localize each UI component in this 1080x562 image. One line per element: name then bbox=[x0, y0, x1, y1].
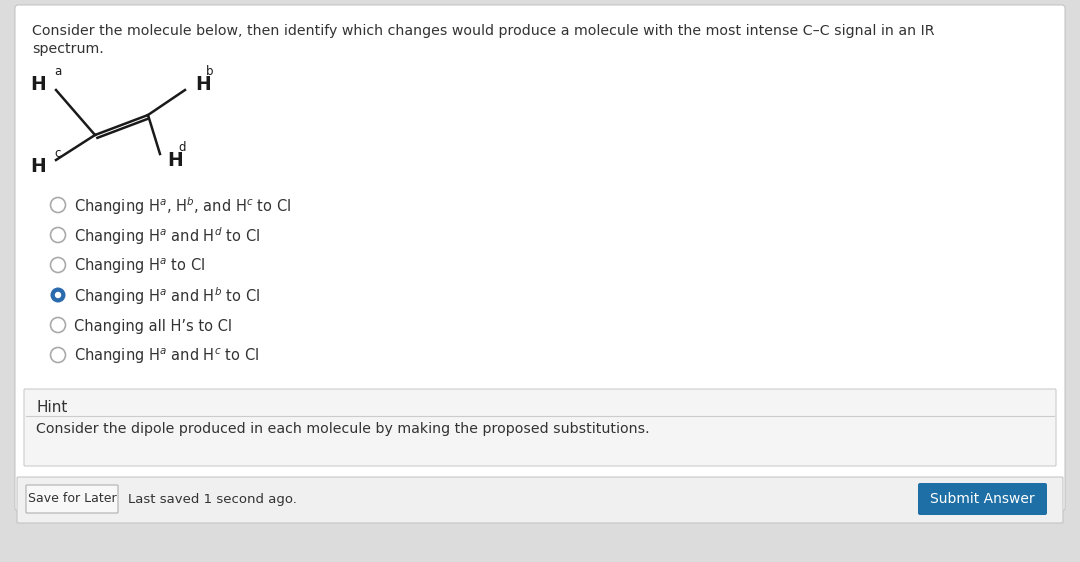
Text: Hint: Hint bbox=[36, 400, 67, 415]
Circle shape bbox=[51, 288, 66, 302]
Text: Consider the molecule below, then identify which changes would produce a molecul: Consider the molecule below, then identi… bbox=[32, 24, 934, 38]
Text: Changing all H’s to Cl: Changing all H’s to Cl bbox=[75, 319, 232, 333]
Text: Changing H$^a$ and H$^b$ to Cl: Changing H$^a$ and H$^b$ to Cl bbox=[75, 285, 260, 307]
Text: a: a bbox=[54, 65, 62, 78]
Text: Changing H$^a$ and H$^d$ to Cl: Changing H$^a$ and H$^d$ to Cl bbox=[75, 225, 260, 247]
Text: H: H bbox=[30, 156, 46, 175]
Text: Consider the dipole produced in each molecule by making the proposed substitutio: Consider the dipole produced in each mol… bbox=[36, 422, 650, 436]
FancyBboxPatch shape bbox=[15, 5, 1065, 511]
Text: spectrum.: spectrum. bbox=[32, 42, 104, 56]
FancyBboxPatch shape bbox=[26, 485, 118, 513]
Text: Submit Answer: Submit Answer bbox=[930, 492, 1035, 506]
Text: b: b bbox=[206, 65, 214, 78]
FancyBboxPatch shape bbox=[17, 477, 1063, 523]
Circle shape bbox=[55, 292, 62, 298]
Text: Last saved 1 second ago.: Last saved 1 second ago. bbox=[129, 492, 297, 505]
Text: Changing H$^a$ to Cl: Changing H$^a$ to Cl bbox=[75, 256, 205, 276]
Text: d: d bbox=[178, 141, 186, 154]
Text: c: c bbox=[54, 147, 60, 160]
Text: Save for Later: Save for Later bbox=[28, 492, 117, 505]
Text: H: H bbox=[167, 151, 183, 170]
Text: H: H bbox=[195, 75, 211, 93]
Text: H: H bbox=[30, 75, 46, 93]
FancyBboxPatch shape bbox=[918, 483, 1047, 515]
Text: Changing H$^a$, H$^b$, and H$^c$ to Cl: Changing H$^a$, H$^b$, and H$^c$ to Cl bbox=[75, 195, 292, 217]
Text: Changing H$^a$ and H$^c$ to Cl: Changing H$^a$ and H$^c$ to Cl bbox=[75, 346, 259, 366]
FancyBboxPatch shape bbox=[24, 389, 1056, 466]
